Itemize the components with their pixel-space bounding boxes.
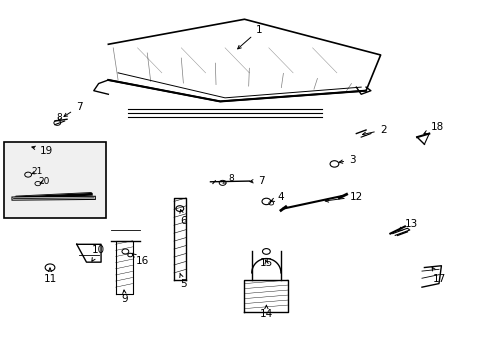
- Text: 8: 8: [57, 113, 62, 122]
- Text: 8: 8: [223, 175, 233, 184]
- Text: 6: 6: [180, 210, 186, 226]
- Text: 14: 14: [259, 305, 272, 319]
- Text: 17: 17: [431, 267, 445, 284]
- Text: 5: 5: [180, 273, 186, 289]
- Text: 9: 9: [122, 290, 128, 304]
- Text: 10: 10: [92, 246, 105, 261]
- Text: 1: 1: [237, 25, 262, 49]
- FancyBboxPatch shape: [4, 143, 106, 217]
- Text: 11: 11: [43, 268, 57, 284]
- Text: 4: 4: [270, 192, 284, 202]
- Text: 20: 20: [39, 177, 50, 186]
- Text: 7: 7: [64, 102, 82, 117]
- Text: 21: 21: [31, 167, 42, 176]
- Text: 2: 2: [362, 125, 386, 135]
- Text: 16: 16: [132, 254, 149, 266]
- Text: 3: 3: [339, 155, 355, 165]
- Text: 7: 7: [249, 176, 264, 186]
- Text: 19: 19: [32, 146, 53, 156]
- Text: 13: 13: [398, 219, 417, 230]
- Text: 15: 15: [259, 258, 272, 268]
- Text: 18: 18: [423, 122, 443, 134]
- Text: 12: 12: [325, 192, 362, 202]
